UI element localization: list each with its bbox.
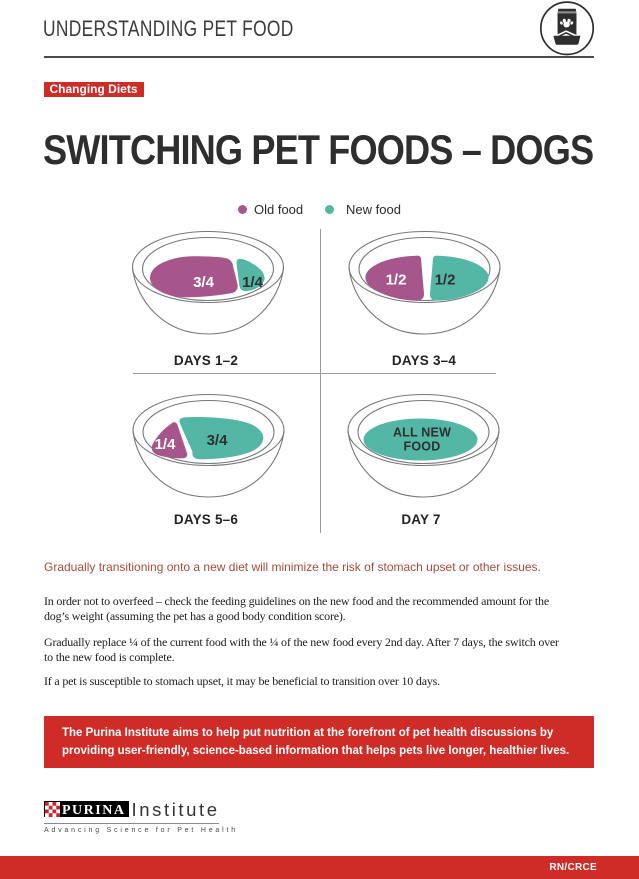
svg-text:1/2: 1/2 bbox=[386, 272, 407, 289]
svg-text:1/2: 1/2 bbox=[435, 272, 456, 289]
svg-text:1/4: 1/4 bbox=[155, 436, 177, 453]
svg-text:FOOD: FOOD bbox=[404, 439, 441, 453]
svg-text:3/4: 3/4 bbox=[207, 432, 229, 449]
svg-text:ALL NEW: ALL NEW bbox=[393, 426, 451, 440]
svg-text:3/4: 3/4 bbox=[193, 274, 215, 291]
svg-text:1/4: 1/4 bbox=[242, 274, 264, 291]
